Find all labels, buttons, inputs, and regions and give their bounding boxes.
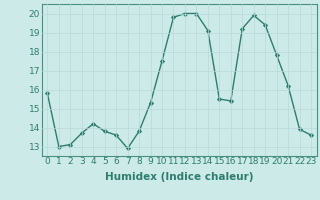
X-axis label: Humidex (Indice chaleur): Humidex (Indice chaleur): [105, 172, 253, 182]
